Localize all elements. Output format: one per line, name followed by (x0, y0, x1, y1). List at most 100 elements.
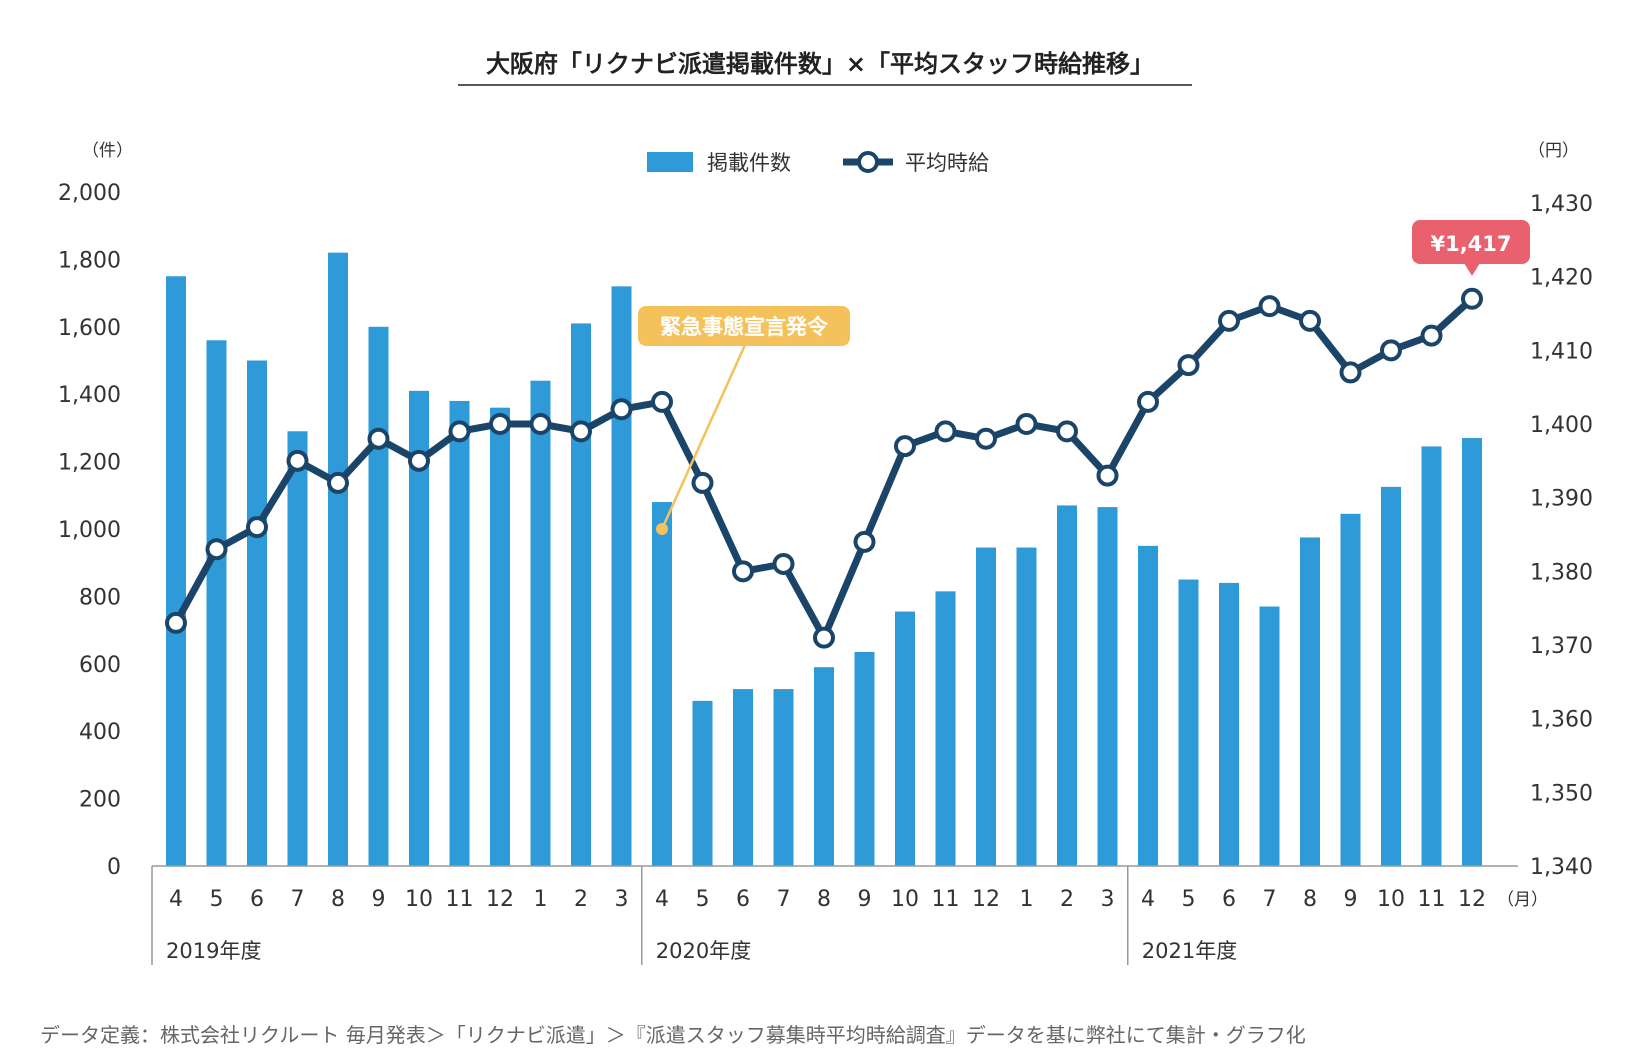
right-tick-label: 1,390 (1530, 487, 1593, 512)
x-tick-label: 10 (405, 887, 433, 912)
line-point (205, 538, 228, 561)
left-tick-label: 1,600 (58, 316, 121, 341)
x-tick-label: 6 (1222, 887, 1236, 912)
bar (368, 326, 389, 866)
line-point (570, 420, 592, 443)
bar (1421, 446, 1442, 866)
bar (287, 431, 308, 866)
line-point (1177, 354, 1200, 377)
bar (166, 276, 186, 866)
left-tick-label: 200 (79, 788, 121, 813)
x-tick-label: 3 (615, 887, 629, 912)
left-tick-label: 400 (79, 720, 121, 745)
x-tick-label: 7 (291, 887, 305, 912)
line-point (853, 530, 876, 553)
left-tick-label: 1,000 (58, 518, 121, 543)
bar (571, 323, 591, 866)
line-point (894, 435, 916, 458)
x-tick-label: 10 (1377, 887, 1405, 912)
legend-line-label: 平均時給 (905, 151, 989, 175)
x-tick-label: 7 (777, 887, 791, 912)
line-point (1218, 309, 1240, 332)
chart-title: 大阪府「リクナビ派遣掲載件数」×「平均スタッフ時給推移」 (486, 50, 1154, 78)
bar (1138, 545, 1158, 866)
x-tick-label: 2 (574, 887, 588, 912)
left-tick-label: 800 (79, 585, 121, 610)
line-point (732, 560, 754, 583)
left-tick-label: 1,200 (58, 451, 121, 476)
legend-bar-swatch (647, 152, 693, 172)
bar (1300, 537, 1320, 866)
bar (935, 591, 956, 866)
x-tick-label: 7 (1263, 887, 1277, 912)
line-point (286, 449, 309, 472)
line-point (1380, 339, 1402, 362)
bar (1016, 547, 1037, 866)
right-tick-label: 1,420 (1530, 266, 1593, 291)
bar (895, 611, 915, 866)
right-tick-label: 1,410 (1530, 339, 1593, 364)
x-tick-label: 1 (1020, 887, 1034, 912)
legend-line-marker (857, 151, 879, 173)
line-point (975, 427, 997, 450)
bar (1259, 606, 1280, 866)
line-point (610, 398, 633, 421)
bar (449, 400, 470, 866)
line-point (367, 427, 390, 450)
line-point (651, 390, 673, 413)
right-tick-label: 1,360 (1530, 708, 1593, 733)
bar (854, 652, 875, 866)
bar (1219, 582, 1239, 866)
legend-bar-label: 掲載件数 (707, 151, 791, 175)
right-tick-label: 1,370 (1530, 634, 1593, 659)
right-axis-unit: （円） (1528, 141, 1579, 161)
line-point (246, 516, 268, 539)
x-tick-label: 8 (331, 887, 345, 912)
left-tick-label: 1,800 (58, 248, 121, 273)
line-point (408, 449, 430, 472)
x-tick-label: 12 (486, 887, 514, 912)
x-tick-label: 8 (817, 887, 831, 912)
x-tick-label: 12 (1458, 887, 1486, 912)
left-tick-label: 2,000 (58, 181, 121, 206)
left-tick-label: 600 (79, 653, 121, 678)
right-tick-label: 1,430 (1530, 192, 1593, 217)
value-badge-pointer (1464, 263, 1480, 276)
bar (652, 502, 672, 866)
right-tick-label: 1,350 (1530, 781, 1593, 806)
line-point (1339, 361, 1362, 384)
bar (490, 407, 510, 866)
line-point (1096, 464, 1119, 487)
left-tick-label: 0 (107, 855, 121, 880)
fiscal-year-label: 2019年度 (166, 939, 261, 963)
x-tick-label: 8 (1303, 887, 1317, 912)
footer-note: データ定義：株式会社リクルート 毎月発表＞「リクナビ派遣」＞『派遣スタッフ募集時… (40, 1023, 1306, 1047)
x-tick-label: 9 (372, 887, 386, 912)
line-point (772, 552, 795, 575)
bar (1340, 513, 1361, 866)
bar (247, 360, 267, 866)
left-tick-label: 1,400 (58, 383, 121, 408)
bar (814, 667, 834, 866)
bar (409, 390, 429, 866)
bar (1381, 486, 1401, 866)
bar (611, 286, 632, 866)
x-tick-label: 2 (1060, 887, 1074, 912)
bar (1178, 579, 1199, 866)
x-tick-label: 6 (250, 887, 264, 912)
x-tick-label: 1 (534, 887, 548, 912)
callout-box (638, 306, 850, 346)
x-tick-label: 5 (1182, 887, 1196, 912)
bar (1057, 505, 1077, 866)
x-tick-label: 4 (1141, 887, 1155, 912)
right-axis-ticks: 1,340 1,350 1,360 1,370 1,380 1,390 1,400 1,410… (1530, 192, 1593, 880)
line-point (1461, 287, 1483, 310)
bar-series (166, 252, 1482, 866)
x-tick-label: 11 (1418, 887, 1446, 912)
line-point (1056, 420, 1078, 443)
callout-leader (660, 344, 747, 530)
bar (692, 700, 713, 866)
callout-anchor-dot (656, 523, 668, 535)
bar (328, 252, 348, 866)
